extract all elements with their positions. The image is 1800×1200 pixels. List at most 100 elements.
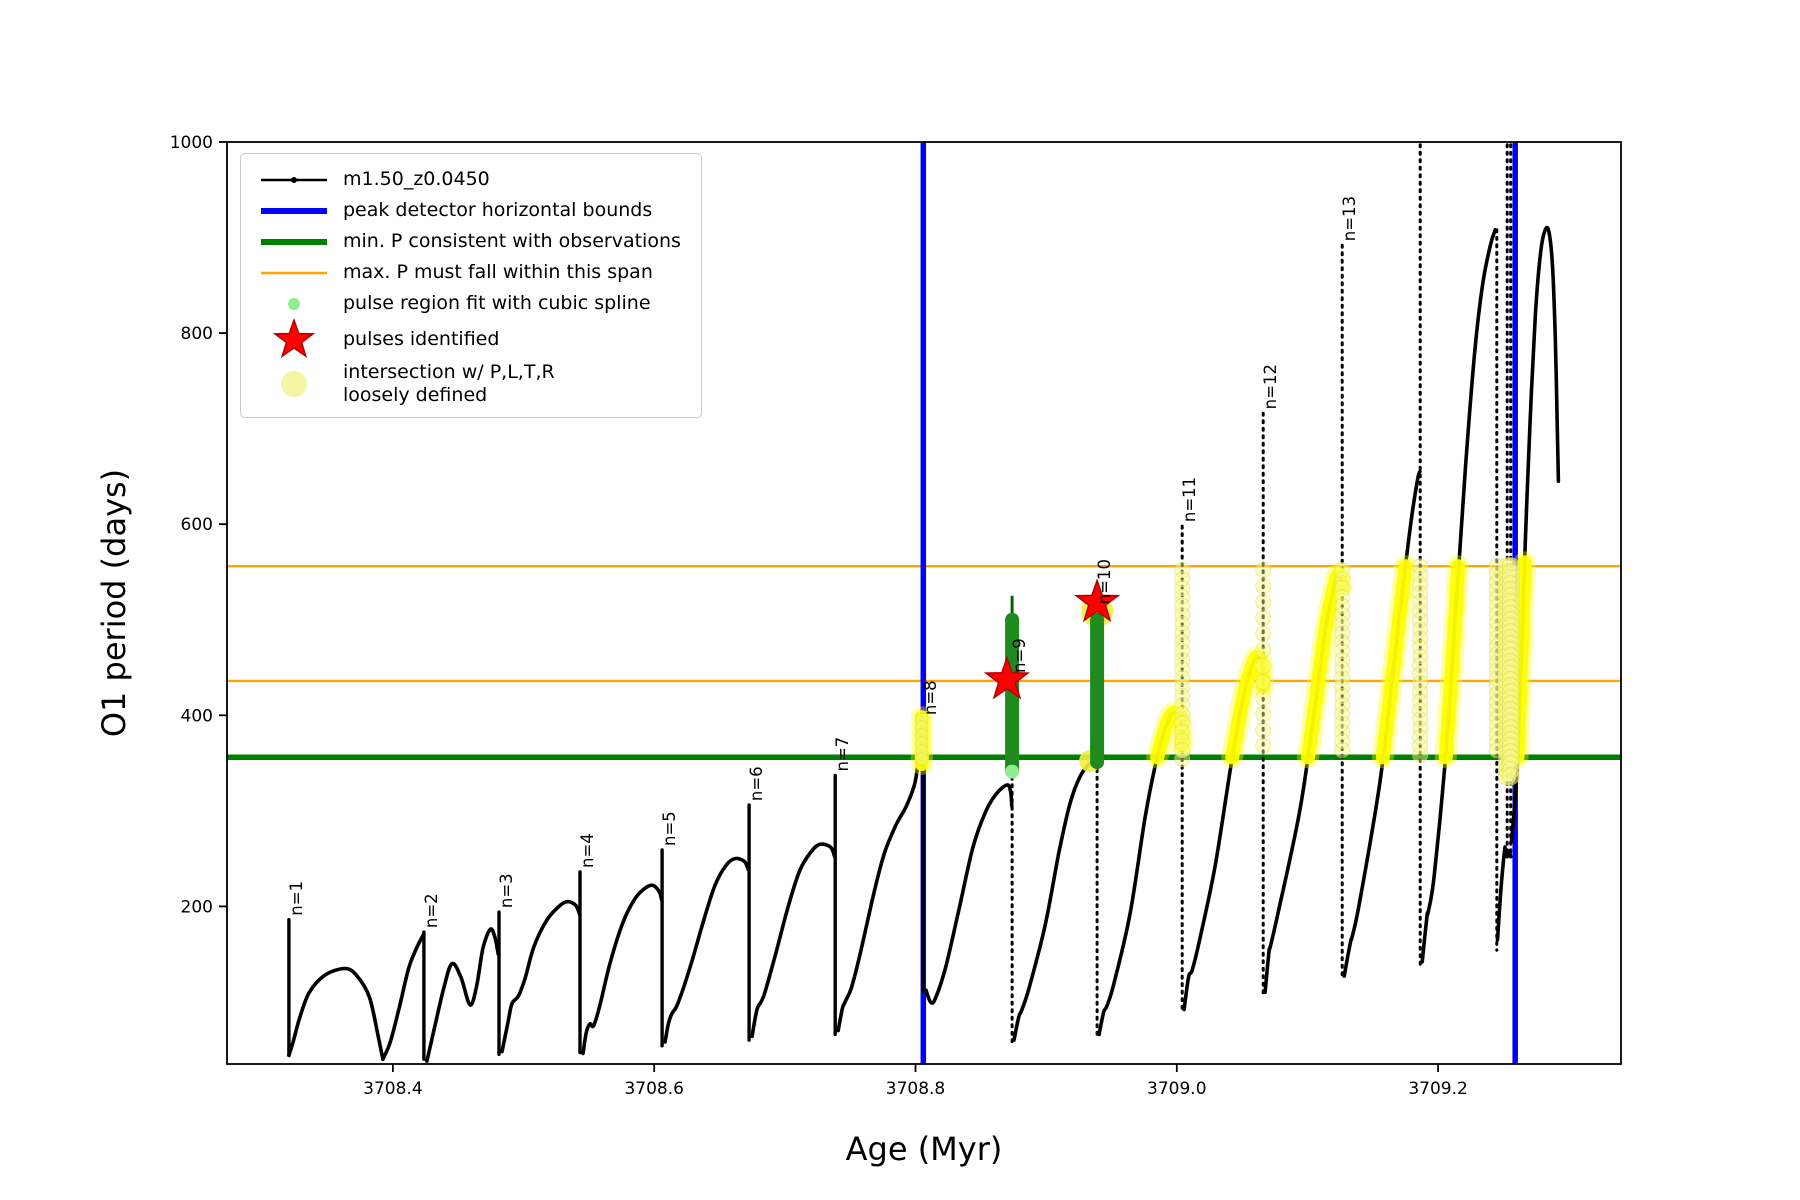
intersection-marker — [1412, 567, 1429, 584]
intersection-marker — [1174, 571, 1191, 587]
intersection-marker — [1255, 578, 1272, 594]
pulse-label: n=12 — [1261, 364, 1280, 409]
legend-label: min. P consistent with observations — [343, 229, 681, 252]
intersection-marker — [1412, 585, 1429, 602]
pulse-label: n=11 — [1180, 477, 1199, 522]
legend-item-intersection: intersection w/ P,L,T,R loosely defined — [253, 361, 689, 407]
intersection-marker — [1174, 661, 1191, 677]
legend-label: pulse region fit with cubic spline — [343, 291, 651, 314]
intersection-marker — [1174, 697, 1191, 713]
intersection-marker — [1174, 688, 1191, 704]
x-axis-label: Age (Myr) — [846, 1130, 1003, 1168]
intersection-marker — [1255, 642, 1272, 658]
intersection-marker — [1412, 720, 1429, 737]
intersection-marker — [1412, 738, 1429, 755]
spline-fit-dot — [1005, 764, 1020, 779]
intersection-marker — [1334, 652, 1351, 668]
y-tick-label: 600 — [181, 515, 213, 535]
legend-label: pulses identified — [343, 328, 500, 351]
pulse-identified-star — [983, 655, 1031, 700]
intersection-marker — [1334, 571, 1351, 587]
intersection-marker — [1334, 634, 1351, 650]
intersection-marker — [1174, 670, 1191, 686]
intersection-marker — [1334, 643, 1351, 659]
x-tick-label: 3708.8 — [886, 1079, 945, 1099]
intersection-marker — [1174, 652, 1191, 668]
x-tick-label: 3709.0 — [1147, 1079, 1206, 1099]
intersection-marker — [1174, 733, 1191, 749]
intersection-marker — [1334, 688, 1351, 704]
intersection-marker — [1174, 598, 1191, 614]
intersection-marker — [1412, 612, 1429, 629]
legend: m1.50_z0.0450 peak detector horizontal b… — [240, 153, 702, 419]
legend-item-min-p: min. P consistent with observations — [253, 226, 689, 257]
legend-label: m1.50_z0.0450 — [343, 167, 490, 190]
intersection-marker — [1255, 610, 1272, 626]
pulse-label: n=9 — [1010, 638, 1029, 673]
intersection-marker — [1412, 684, 1429, 701]
period-curve — [1097, 710, 1184, 1037]
period-curve — [1495, 845, 1507, 942]
y-tick-label: 400 — [181, 706, 213, 726]
series-line-swatch — [253, 170, 335, 190]
intersection-marker — [1174, 643, 1191, 659]
legend-item-max-p: max. P must fall within this span — [253, 257, 689, 288]
pulse-label: n=6 — [747, 766, 766, 801]
intersection-marker — [1174, 715, 1191, 731]
intersection-marker — [1412, 693, 1429, 710]
intersection-marker — [1174, 751, 1191, 767]
intersection-marker — [1501, 767, 1520, 786]
legend-label: intersection w/ P,L,T,R loosely defined — [343, 361, 555, 407]
period-curve — [750, 842, 837, 1039]
blue-line-swatch — [253, 201, 335, 221]
intersection-marker — [1255, 626, 1272, 642]
pulse-label: n=5 — [660, 811, 679, 846]
pulse-label: n=4 — [578, 833, 597, 868]
intersection-band — [1225, 650, 1270, 765]
pulse-label: n=8 — [921, 680, 940, 715]
intersection-marker — [1174, 724, 1191, 740]
period-curve — [425, 927, 500, 1063]
intersection-marker — [1412, 639, 1429, 656]
period-curve — [836, 714, 924, 1033]
intersection-marker — [1334, 715, 1351, 731]
intersection-marker — [1255, 594, 1272, 610]
intersection-marker — [1412, 576, 1429, 593]
pulse-label: n=2 — [422, 893, 441, 928]
intersection-marker — [1174, 679, 1191, 695]
intersection-marker — [1174, 634, 1191, 650]
period-curve — [287, 966, 385, 1061]
x-tick-label: 3708.4 — [363, 1079, 422, 1099]
intersection-marker — [1255, 562, 1272, 578]
pulse-label: n=3 — [497, 873, 516, 908]
period-curve — [500, 899, 582, 1054]
axes-frame — [226, 141, 1622, 1065]
intersection-marker — [1334, 670, 1351, 686]
intersection-marker — [1334, 724, 1351, 740]
intersection-marker — [1412, 675, 1429, 692]
intersection-band — [1438, 559, 1465, 765]
intersection-marker — [1174, 589, 1191, 605]
pulse-identified-star — [1074, 578, 1121, 623]
intersection-marker — [1412, 711, 1429, 728]
x-tick-label: 3709.2 — [1408, 1079, 1467, 1099]
intersection-marker — [1412, 702, 1429, 719]
intersection-marker — [1412, 621, 1429, 638]
y-tick-label: 200 — [181, 897, 213, 917]
intersection-marker — [1174, 562, 1191, 578]
intersection-marker — [1334, 625, 1351, 641]
intersection-marker — [1412, 594, 1429, 611]
intersection-marker — [1255, 674, 1272, 690]
yellow-dot-icon — [253, 367, 335, 401]
intersection-marker — [1334, 616, 1351, 632]
intersection-marker — [1334, 706, 1351, 722]
intersection-marker — [1255, 658, 1272, 674]
intersection-marker — [1174, 580, 1191, 596]
intersection-marker — [1334, 742, 1351, 758]
intersection-marker — [1334, 661, 1351, 677]
star-icon — [253, 319, 335, 361]
intersection-marker — [1255, 722, 1272, 738]
pulse-label: n=13 — [1340, 196, 1359, 241]
intersection-marker — [1412, 747, 1429, 764]
